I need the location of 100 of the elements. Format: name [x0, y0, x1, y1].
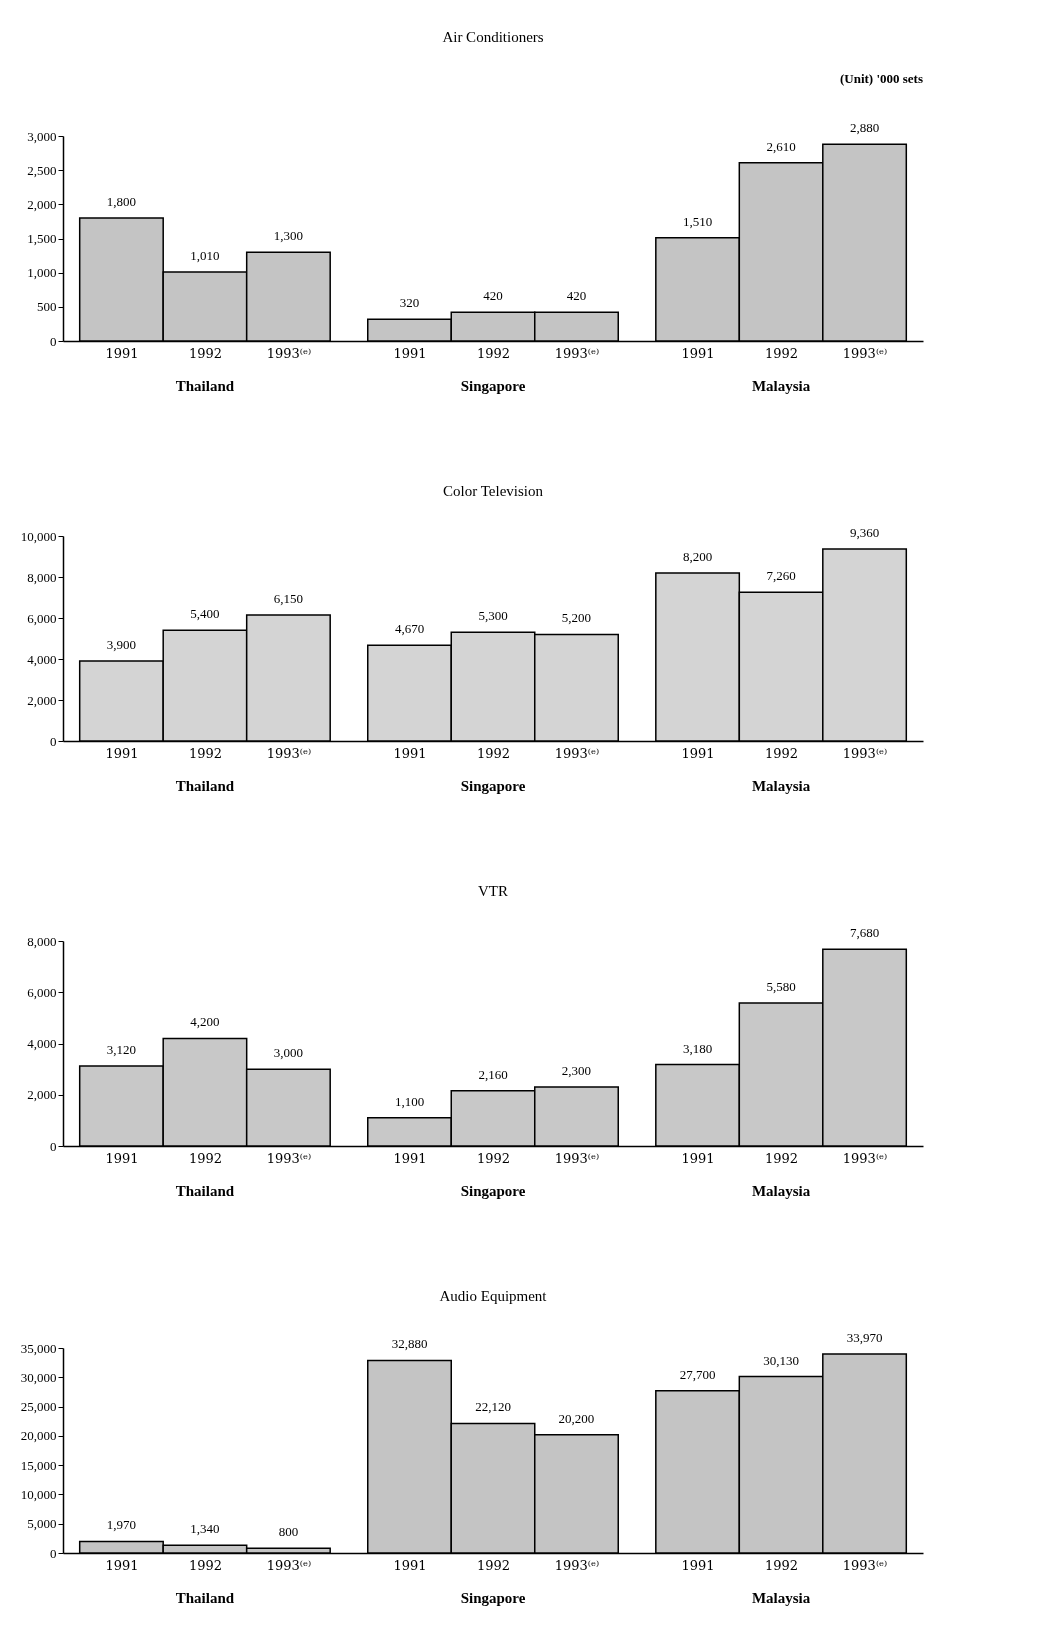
text: Thailand — [175, 378, 235, 394]
y-tick-label: 35,000 — [20, 1340, 57, 1356]
x-tick-label: 1991 — [681, 345, 715, 361]
data-label: 1,100 — [394, 1093, 425, 1109]
x-tick-label: 1991 — [105, 1557, 139, 1573]
text: Singapore — [460, 1590, 526, 1606]
y-tick-label: 2,000 — [27, 692, 57, 708]
x-tick-label: 1991 — [393, 1557, 427, 1573]
x-tick-label: 1991 — [105, 345, 139, 361]
chart-title: Audio Equipment — [439, 1288, 548, 1305]
data-label: 20,200 — [558, 1410, 595, 1426]
y-tick-label: 8,000 — [27, 569, 57, 585]
data-label: 32,880 — [391, 1336, 428, 1352]
y-tick-label: 4,000 — [27, 1036, 57, 1051]
data-label: 1,300 — [273, 228, 304, 244]
x-tick-label: 1992 — [188, 1557, 222, 1573]
data-label: 2,610 — [766, 138, 796, 154]
x-tick-label: 1991 — [393, 745, 427, 761]
data-label: 320 — [399, 295, 420, 311]
y-tick-label: 500 — [37, 299, 57, 315]
x-tick-label: 1993⁽ᵉ⁾ — [842, 745, 888, 761]
data-label: 1,970 — [106, 1517, 137, 1533]
data-label: 22,120 — [475, 1399, 511, 1415]
y-tick-label: 1,500 — [27, 231, 57, 246]
data-label: 800 — [278, 1524, 299, 1540]
text: Malaysia — [751, 778, 811, 794]
x-tick-label: 1992 — [188, 745, 222, 761]
y-tick-label: 3,000 — [27, 128, 57, 144]
data-label: 7,680 — [849, 925, 880, 941]
x-tick-label: 1993⁽ᵉ⁾ — [554, 1557, 600, 1573]
y-tick-label: 2,000 — [27, 196, 57, 212]
y-tick-label: 20,000 — [20, 1428, 57, 1444]
x-tick-label: 1991 — [681, 1557, 715, 1573]
x-tick-label: 1993⁽ᵉ⁾ — [554, 1150, 600, 1166]
data-label: 5,300 — [478, 608, 508, 624]
data-label: 3,120 — [106, 1042, 137, 1058]
y-tick-label: 30,000 — [20, 1369, 57, 1385]
data-label: 8,200 — [682, 548, 713, 564]
x-tick-label: 1991 — [105, 1150, 139, 1166]
data-label: 420 — [566, 288, 587, 304]
chart-title: VTR — [478, 883, 508, 900]
y-tick-label: 8,000 — [27, 933, 57, 949]
x-tick-label: 1992 — [765, 1557, 799, 1573]
data-label: 420 — [483, 288, 503, 304]
x-tick-label: 1992 — [476, 745, 511, 761]
x-tick-label: 1992 — [188, 345, 222, 361]
data-label: 2,300 — [561, 1063, 592, 1079]
x-tick-label: 1991 — [393, 345, 427, 361]
y-tick-label: 4,000 — [27, 651, 57, 667]
x-tick-label: 1993⁽ᵉ⁾ — [266, 1557, 312, 1573]
x-tick-label: 1992 — [765, 1150, 799, 1166]
y-tick-label: 1,000 — [27, 265, 57, 281]
data-label: 27,700 — [679, 1366, 716, 1382]
data-label: 1,010 — [190, 247, 220, 263]
x-tick-label: 1992 — [476, 1150, 511, 1166]
data-label: 2,880 — [849, 120, 880, 136]
data-label: 4,200 — [190, 1014, 220, 1030]
x-tick-label: 1991 — [105, 745, 139, 761]
y-tick-label: 6,000 — [27, 610, 57, 626]
data-label: 1,340 — [190, 1521, 220, 1537]
data-label: 7,260 — [766, 568, 796, 584]
text: Malaysia — [751, 378, 811, 394]
data-label: 1,800 — [106, 194, 137, 209]
y-tick-label: 15,000 — [20, 1457, 57, 1473]
data-label: 5,200 — [561, 610, 592, 626]
x-tick-label: 1993⁽ᵉ⁾ — [266, 745, 312, 761]
chart-title: Color Television — [443, 483, 544, 500]
x-tick-label: 1993⁽ᵉ⁾ — [266, 345, 312, 361]
data-label: 33,970 — [846, 1330, 883, 1346]
text: Malaysia — [751, 1590, 811, 1606]
x-tick-label: 1993⁽ᵉ⁾ — [842, 345, 888, 361]
x-tick-label: 1993⁽ᵉ⁾ — [554, 345, 600, 361]
x-tick-label: 1993⁽ᵉ⁾ — [842, 1150, 888, 1166]
y-tick-label: 0 — [50, 333, 57, 349]
x-tick-label: 1991 — [681, 745, 715, 761]
text: Singapore — [460, 778, 526, 794]
x-tick-label: 1991 — [681, 1150, 715, 1166]
y-tick-label: 6,000 — [27, 984, 57, 1000]
y-tick-label: 25,000 — [20, 1399, 57, 1415]
text: Malaysia — [751, 1183, 811, 1199]
data-label: 4,670 — [394, 621, 425, 637]
data-label: 9,360 — [849, 525, 880, 541]
data-label: 2,160 — [478, 1066, 508, 1082]
x-tick-label: 1992 — [188, 1150, 222, 1166]
text: Thailand — [175, 778, 235, 794]
y-tick-label: 0 — [50, 1545, 57, 1561]
x-tick-label: 1992 — [765, 345, 799, 361]
chart-subtitle: (Unit) '000 sets — [839, 71, 923, 86]
x-tick-label: 1992 — [765, 745, 799, 761]
data-label: 1,510 — [682, 213, 713, 229]
x-tick-label: 1992 — [476, 1557, 511, 1573]
chart-title: Air Conditioners — [442, 29, 544, 45]
x-tick-label: 1992 — [476, 345, 511, 361]
data-label: 5,580 — [766, 979, 796, 995]
data-label: 30,130 — [763, 1352, 799, 1368]
y-tick-label: 10,000 — [20, 528, 57, 544]
text: Singapore — [460, 1183, 526, 1199]
data-label: 3,180 — [682, 1040, 713, 1056]
y-tick-label: 0 — [50, 733, 57, 749]
text: Thailand — [175, 1590, 235, 1606]
